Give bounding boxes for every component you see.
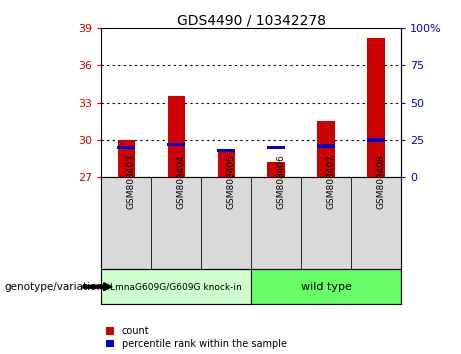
- Text: LmnaG609G/G609G knock-in: LmnaG609G/G609G knock-in: [111, 282, 242, 291]
- Bar: [351, 177, 401, 269]
- Bar: [168, 97, 185, 177]
- Bar: [267, 162, 285, 177]
- Bar: [251, 177, 301, 269]
- Bar: [367, 138, 385, 142]
- Text: GSM808404: GSM808404: [176, 154, 185, 209]
- Text: GSM808406: GSM808406: [276, 154, 285, 209]
- Text: genotype/variation: genotype/variation: [5, 282, 104, 292]
- Text: GSM808405: GSM808405: [226, 154, 235, 209]
- Bar: [167, 143, 185, 146]
- Bar: [201, 177, 251, 269]
- Bar: [317, 144, 335, 148]
- Bar: [218, 152, 235, 177]
- Bar: [217, 149, 235, 152]
- Bar: [301, 177, 351, 269]
- Legend: count, percentile rank within the sample: count, percentile rank within the sample: [106, 326, 287, 349]
- Title: GDS4490 / 10342278: GDS4490 / 10342278: [177, 13, 326, 27]
- Bar: [267, 145, 285, 149]
- Bar: [151, 177, 201, 269]
- Text: wild type: wild type: [301, 282, 352, 292]
- Bar: [118, 145, 136, 149]
- Bar: [101, 177, 151, 269]
- Bar: [367, 38, 385, 177]
- Text: GSM808407: GSM808407: [326, 154, 335, 209]
- Bar: [318, 121, 335, 177]
- Text: GSM808408: GSM808408: [376, 154, 385, 209]
- Bar: [251, 269, 401, 304]
- Text: GSM808403: GSM808403: [126, 154, 136, 209]
- Bar: [118, 140, 135, 177]
- Bar: [101, 269, 251, 304]
